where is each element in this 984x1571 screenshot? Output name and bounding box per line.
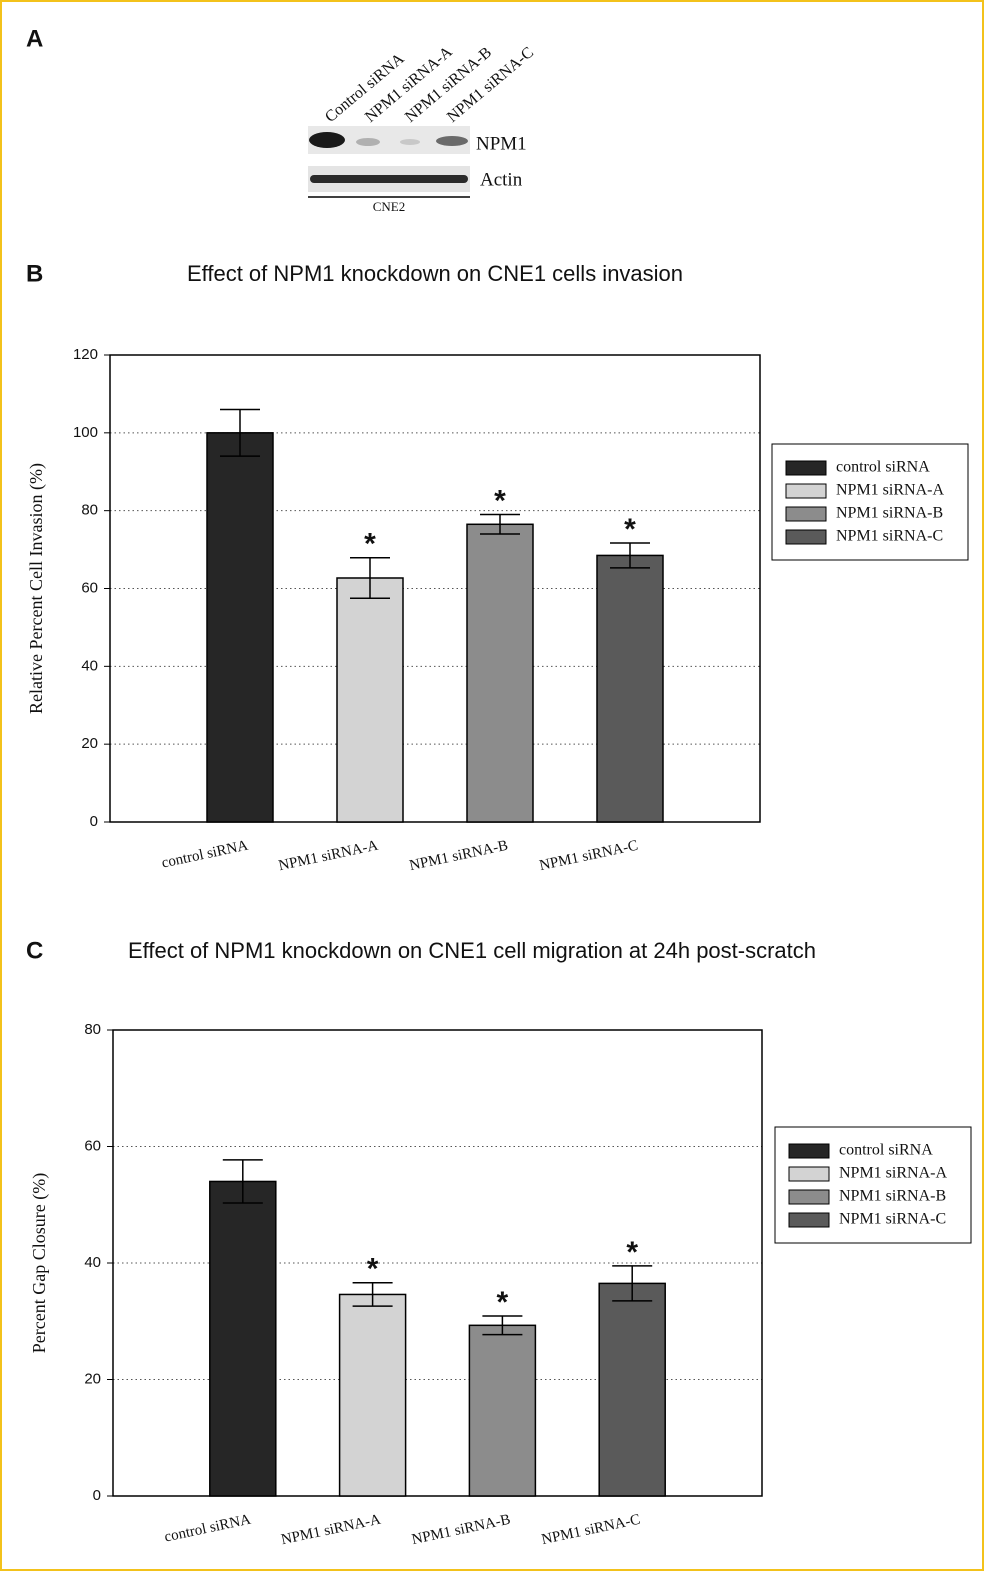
figure: A NPM1 Actin CNE2 Control siRNA NPM1 siR… xyxy=(0,0,984,1571)
bar xyxy=(207,433,273,822)
legend-label: NPM1 siRNA-C xyxy=(839,1211,946,1228)
chart-title: Effect of NPM1 knockdown on CNE1 cell mi… xyxy=(128,938,816,963)
y-tick-label: 120 xyxy=(73,346,98,363)
legend-swatch xyxy=(789,1144,829,1158)
legend-swatch xyxy=(786,461,826,475)
significance: * xyxy=(624,513,636,546)
significance: * xyxy=(364,528,376,561)
legend-label: control siRNA xyxy=(836,459,930,476)
legend-swatch xyxy=(786,530,826,544)
y-tick-label: 40 xyxy=(84,1254,101,1271)
y-tick-label: 40 xyxy=(81,657,98,674)
bar xyxy=(467,524,533,822)
y-tick-label: 0 xyxy=(90,813,98,830)
band-label: Actin xyxy=(480,169,523,190)
legend-swatch xyxy=(789,1167,829,1181)
cell-line: CNE2 xyxy=(373,199,406,214)
panel-label: C xyxy=(26,937,43,964)
panel-label: B xyxy=(26,260,43,287)
legend-swatch xyxy=(786,507,826,521)
legend-label: control siRNA xyxy=(839,1142,933,1159)
legend-label: NPM1 siRNA-A xyxy=(839,1165,947,1182)
legend-swatch xyxy=(789,1213,829,1227)
y-axis-label: Percent Gap Closure (%) xyxy=(29,1173,50,1353)
significance: * xyxy=(367,1253,379,1286)
bar xyxy=(210,1181,276,1496)
bar xyxy=(597,555,663,822)
legend-label: NPM1 siRNA-B xyxy=(839,1188,946,1205)
y-axis-label: Relative Percent Cell Invasion (%) xyxy=(26,463,47,714)
y-tick-label: 20 xyxy=(81,735,98,752)
band-label: NPM1 xyxy=(476,133,527,154)
panel-label: A xyxy=(26,25,43,52)
significance: * xyxy=(494,484,506,517)
y-tick-label: 80 xyxy=(84,1021,101,1038)
legend-swatch xyxy=(786,484,826,498)
y-tick-label: 0 xyxy=(93,1487,101,1504)
significance: * xyxy=(626,1236,638,1269)
bar xyxy=(337,578,403,822)
y-tick-label: 60 xyxy=(84,1137,101,1154)
significance: * xyxy=(497,1286,509,1319)
legend-label: NPM1 siRNA-A xyxy=(836,482,944,499)
bar xyxy=(469,1325,535,1496)
legend-label: NPM1 siRNA-C xyxy=(836,528,943,545)
chart-title: Effect of NPM1 knockdown on CNE1 cells i… xyxy=(187,261,683,286)
y-tick-label: 80 xyxy=(81,502,98,519)
legend-swatch xyxy=(789,1190,829,1204)
y-tick-label: 20 xyxy=(84,1370,101,1387)
y-tick-label: 60 xyxy=(81,579,98,596)
legend-label: NPM1 siRNA-B xyxy=(836,505,943,522)
y-tick-label: 100 xyxy=(73,424,98,441)
bar xyxy=(340,1294,406,1496)
bar xyxy=(599,1283,665,1496)
